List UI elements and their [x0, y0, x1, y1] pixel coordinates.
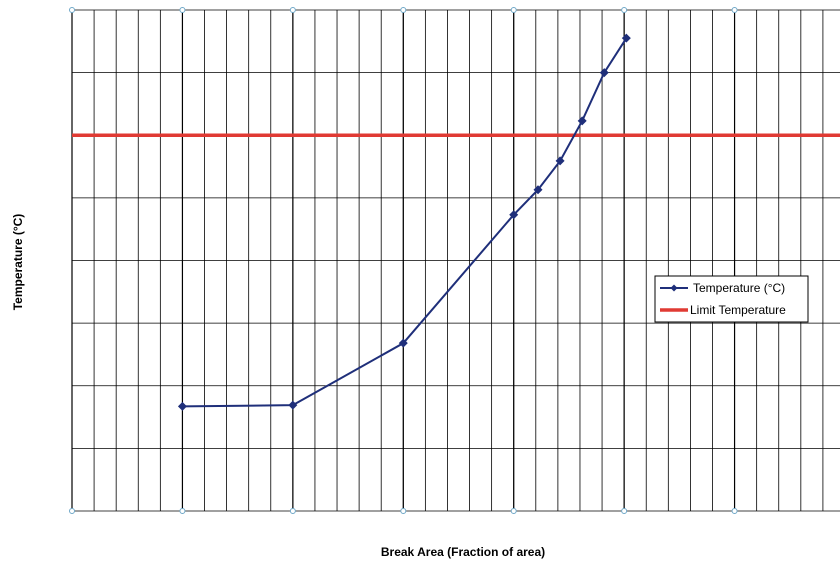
temperature-data-point	[555, 156, 565, 166]
temperature-data-point	[599, 68, 609, 78]
temperature-data-point	[288, 400, 298, 410]
axis-tick-marker-top	[510, 7, 517, 13]
axis-tick-marker-top	[289, 7, 296, 13]
temperature-data-point	[509, 210, 519, 220]
temperature-data-point	[621, 33, 631, 43]
axis-tick-marker-bottom	[179, 508, 186, 514]
temperature-data-point	[177, 401, 187, 411]
legend: Temperature (°C) Limit Temperature	[654, 275, 809, 323]
y-axis-title: Temperature (°C)	[11, 214, 25, 311]
axis-tick-marker-bottom	[289, 508, 296, 514]
axis-tick-marker-top	[400, 7, 407, 13]
temperature-data-point	[577, 116, 587, 126]
legend-label-temperature: Temperature (°C)	[693, 281, 785, 295]
axis-tick-marker-top	[179, 7, 186, 13]
axis-markers	[69, 7, 738, 514]
major-gridlines	[71, 9, 840, 512]
legend-marker-temperature	[670, 284, 678, 292]
axis-tick-marker-top	[731, 7, 738, 13]
axis-tick-marker-top	[621, 7, 628, 13]
axis-tick-marker-bottom	[510, 508, 517, 514]
axis-tick-marker-bottom	[621, 508, 628, 514]
temperature-data-point	[533, 185, 543, 195]
axis-tick-marker-top	[69, 7, 75, 13]
axis-tick-marker-bottom	[731, 508, 738, 514]
x-axis-title: Break Area (Fraction of area)	[381, 545, 545, 559]
temperature-data-point	[398, 338, 408, 348]
series-layer	[72, 33, 840, 411]
axis-tick-marker-bottom	[69, 508, 75, 514]
legend-box	[654, 275, 809, 323]
axis-tick-marker-bottom	[400, 508, 407, 514]
legend-label-limit: Limit Temperature	[690, 303, 786, 317]
